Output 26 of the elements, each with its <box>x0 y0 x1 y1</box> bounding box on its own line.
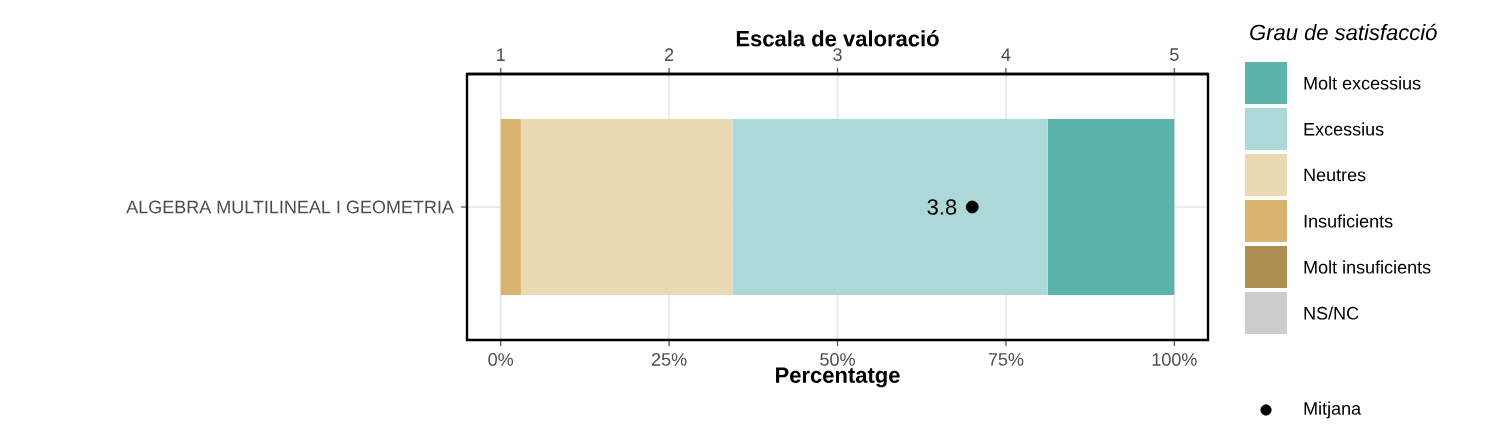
x-axis-title: Percentatge <box>776 367 900 388</box>
legend-label: Mitjana <box>1304 401 1362 419</box>
legend-label: Neutres <box>1304 168 1366 182</box>
legend-label: Excessius <box>1304 122 1384 136</box>
bar <box>732 118 1048 295</box>
x2-tick-label: 2 <box>665 48 674 61</box>
data-label: 3.8 <box>927 199 957 215</box>
legend-label: Insuficients <box>1304 214 1393 228</box>
x-tick-label: 100% <box>1152 353 1197 366</box>
x-tick-label: 25% <box>651 353 687 366</box>
x2-tick-label: 5 <box>1170 48 1179 61</box>
x2-tick-label: 4 <box>1001 48 1011 61</box>
legend-title: Grau de satisfacció <box>1250 23 1437 41</box>
legend-label: NS/NC <box>1304 306 1359 320</box>
legend-label: Molt insuficients <box>1304 260 1431 274</box>
bar <box>500 118 521 295</box>
x2-tick-label: 1 <box>497 48 505 61</box>
x2-tick-label: 3 <box>833 48 842 61</box>
x-tick-label: 50% <box>820 353 855 366</box>
x-tick-label: 0% <box>488 353 514 366</box>
bar <box>1047 118 1175 295</box>
bar <box>520 118 733 295</box>
x2-axis-title: Escala de valoració <box>736 30 939 47</box>
y-tick-label: ALGEBRA MULTILINEAL I GEOMETRIA <box>126 200 454 214</box>
x-tick-label: 75% <box>988 353 1024 366</box>
legend-label: Molt excessius <box>1304 76 1421 90</box>
